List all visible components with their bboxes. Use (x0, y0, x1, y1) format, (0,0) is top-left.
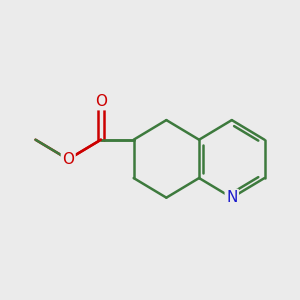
Text: O: O (95, 94, 107, 109)
Text: O: O (62, 152, 74, 167)
Text: N: N (226, 190, 238, 205)
